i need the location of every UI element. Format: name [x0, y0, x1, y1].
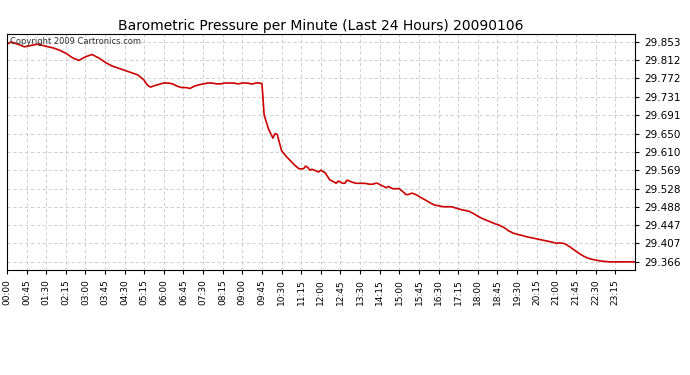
Text: Copyright 2009 Cartronics.com: Copyright 2009 Cartronics.com — [10, 37, 141, 46]
Title: Barometric Pressure per Minute (Last 24 Hours) 20090106: Barometric Pressure per Minute (Last 24 … — [118, 19, 524, 33]
